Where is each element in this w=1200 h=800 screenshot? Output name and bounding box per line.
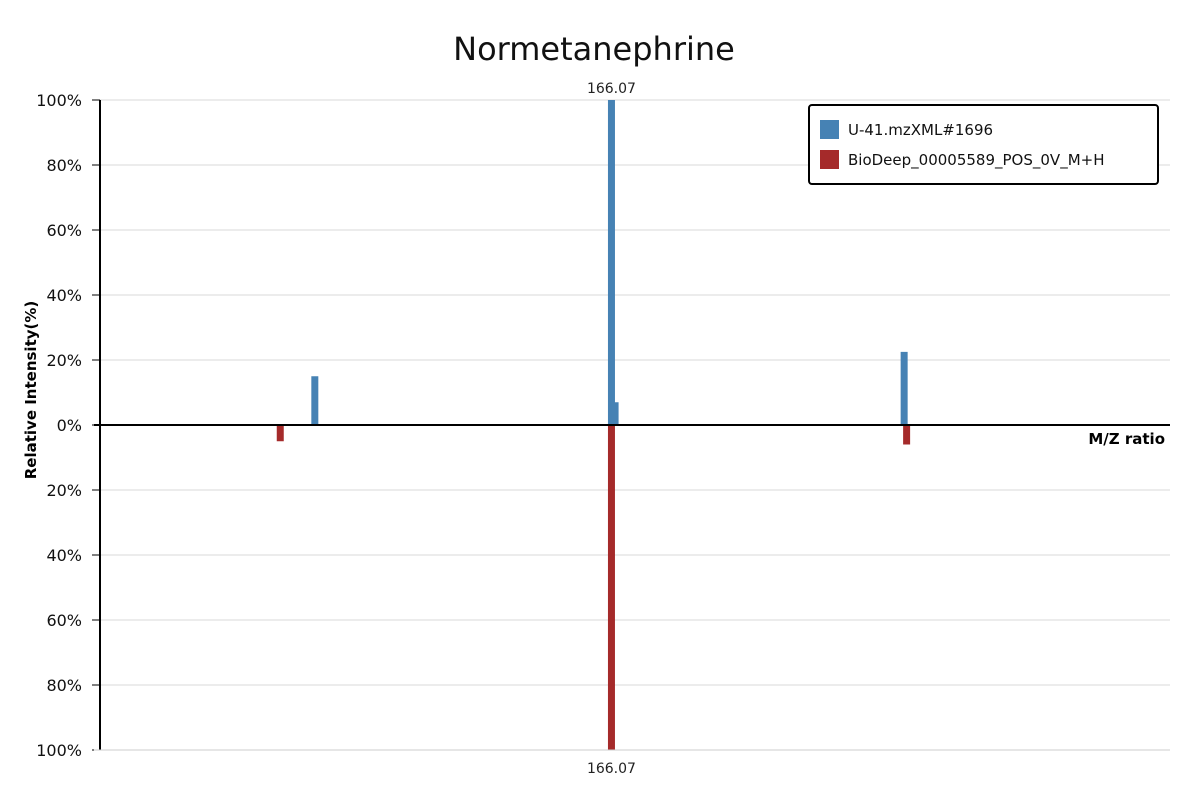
y-tick-label: 100% xyxy=(36,91,82,110)
legend-box xyxy=(808,104,1159,185)
chart-title: Normetanephrine xyxy=(453,30,735,68)
y-tick-label: 60% xyxy=(46,611,82,630)
legend-swatch-reference xyxy=(820,150,839,169)
sample-peak-bar xyxy=(900,351,908,425)
y-tick-label: 20% xyxy=(46,481,82,500)
reference-peak-bar xyxy=(276,425,284,442)
grid-layer xyxy=(92,99,1170,751)
y-tick-label: 80% xyxy=(46,676,82,695)
legend-label-sample: U-41.mzXML#1696 xyxy=(848,121,993,139)
y-tick-label: 40% xyxy=(46,546,82,565)
sample-peak-label: 166.07 xyxy=(587,81,636,97)
sample-peak-bar xyxy=(611,402,619,425)
y-tick-label: 20% xyxy=(46,351,82,370)
y-tick-label: 0% xyxy=(57,416,82,435)
bars-layer xyxy=(276,100,911,750)
sample-peak-bar xyxy=(607,100,615,425)
y-tick-labels: 100% 80% 60% 40% 20% 0% 20% 40% 60% 80% 100% xyxy=(36,91,82,760)
y-tick-label: 60% xyxy=(46,221,82,240)
reference-peak-label: 166.07 xyxy=(587,761,636,777)
axes-layer xyxy=(94,100,1170,751)
y-tick-label: 80% xyxy=(46,156,82,175)
peak-labels: 166.07 166.07 xyxy=(587,81,636,777)
reference-peak-bar xyxy=(607,425,615,750)
x-axis-title: M/Z ratio xyxy=(1088,430,1165,448)
y-tick-label: 100% xyxy=(36,741,82,760)
sample-peak-bar xyxy=(311,376,319,425)
y-tick-label: 40% xyxy=(46,286,82,305)
legend-swatch-sample xyxy=(820,120,839,139)
legend-label-reference: BioDeep_00005589_POS_0V_M+H xyxy=(848,151,1104,170)
legend: U-41.mzXML#1696 BioDeep_00005589_POS_0V_… xyxy=(808,104,1159,185)
y-axis-title: Relative Intensity(%) xyxy=(22,301,40,480)
reference-peak-bar xyxy=(903,425,911,445)
